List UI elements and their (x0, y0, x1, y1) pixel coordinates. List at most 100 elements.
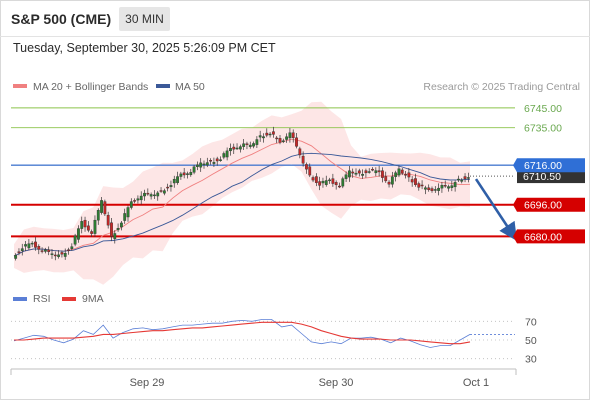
candle-body (268, 133, 272, 136)
ma9-legend-swatch (62, 297, 76, 301)
candle-body (285, 136, 289, 140)
candle-body (20, 248, 24, 251)
candle-body (186, 173, 189, 175)
candle-body (27, 243, 31, 249)
resistance-level-label: 6735.00 (524, 123, 562, 135)
candle-body (367, 171, 371, 173)
candle-body (176, 176, 179, 183)
candle-body (34, 241, 37, 248)
ma20-line (13, 138, 471, 257)
bollinger-band-area (14, 101, 470, 285)
candle-body (232, 146, 236, 150)
candle-body (301, 155, 305, 164)
candle-body (139, 195, 143, 201)
candle-body (219, 159, 222, 161)
candle-body (407, 172, 411, 178)
candle-body (281, 140, 285, 142)
candle-body (248, 144, 252, 147)
x-tick-label: Oct 1 (463, 377, 489, 389)
candle-body (433, 189, 437, 191)
candle-body (417, 183, 421, 188)
ma50-line (13, 152, 471, 257)
rsi-tick-label: 30 (525, 354, 537, 366)
candle-body (129, 201, 133, 208)
x-tick-label: Sep 30 (319, 377, 354, 389)
candle-body (126, 207, 130, 218)
candle-body (195, 164, 199, 167)
candle-body (100, 200, 103, 213)
candle-body (324, 180, 328, 185)
candle-body (202, 163, 206, 166)
candle-body (73, 235, 77, 245)
ma50-legend-label: MA 50 (175, 81, 205, 93)
support-level-tag (513, 197, 585, 212)
instrument-title: S&P 500 (CME) (11, 11, 112, 27)
candle-body (271, 131, 275, 135)
resistance-level-label: 6745.00 (524, 103, 562, 115)
candle-body (17, 251, 21, 253)
candle-body (351, 171, 355, 174)
candle-body (420, 184, 424, 187)
candle-body (30, 242, 34, 245)
candle-body (275, 137, 279, 140)
candle-body (50, 253, 54, 255)
candle-body (242, 143, 246, 147)
candle-body (53, 254, 57, 257)
candle-body (331, 178, 335, 184)
credit-label: Research © 2025 Trading Central (423, 81, 580, 93)
candle-body (63, 253, 67, 257)
candle-body (443, 185, 447, 187)
candle-body (149, 194, 153, 197)
candle-body (430, 188, 434, 191)
candle-body (298, 148, 302, 156)
candle-body (143, 192, 146, 197)
header-divider (0, 36, 590, 37)
candle-body (457, 178, 460, 181)
last-price-value: 6710.50 (523, 171, 561, 183)
candle-body (90, 231, 94, 234)
candle-body (371, 168, 374, 171)
candle-body (24, 244, 27, 247)
candle-body (384, 176, 388, 182)
candle-body (192, 166, 196, 173)
candle-body (314, 176, 318, 183)
candle-body (103, 201, 107, 215)
candle-body (305, 164, 308, 170)
candle-body (229, 148, 232, 152)
forecast-arrow (474, 178, 518, 241)
candle-body (172, 178, 176, 184)
candle-body (123, 213, 127, 221)
candle-body (291, 132, 295, 138)
candle-body (427, 187, 431, 190)
candle-body (321, 180, 325, 184)
candle-body (344, 174, 348, 179)
rsi-tick-label: 50 (525, 335, 537, 347)
pivot-level-label: 6716.00 (524, 160, 562, 172)
support-level-label: 6680.00 (524, 231, 562, 243)
candle-body (361, 173, 365, 176)
candle-body (67, 249, 70, 251)
candle-body (354, 172, 358, 175)
last-price-tag (517, 169, 585, 184)
ma9-line (14, 321, 471, 345)
candle-body (212, 162, 216, 164)
candle-body (113, 233, 117, 239)
chart-header: S&P 500 (CME) 30 MIN (0, 0, 590, 36)
rsi-panel: 70 50 30 (11, 316, 537, 366)
candle-body (357, 170, 361, 174)
candle-body (364, 170, 368, 174)
interval-button[interactable]: 30 MIN (119, 7, 170, 31)
candle-body (463, 176, 467, 179)
candle-body (453, 182, 457, 188)
candle-body (440, 185, 444, 189)
ma20-legend-swatch (13, 84, 27, 88)
candle-body (146, 192, 150, 195)
timestamp: Tuesday, September 30, 2025 5:26:09 PM C… (13, 41, 276, 55)
candle-body (119, 222, 123, 228)
candle-body (40, 250, 44, 252)
candle-body (318, 181, 322, 186)
candle-body (209, 160, 213, 162)
candle-body (169, 185, 173, 188)
candle-body (447, 186, 450, 189)
